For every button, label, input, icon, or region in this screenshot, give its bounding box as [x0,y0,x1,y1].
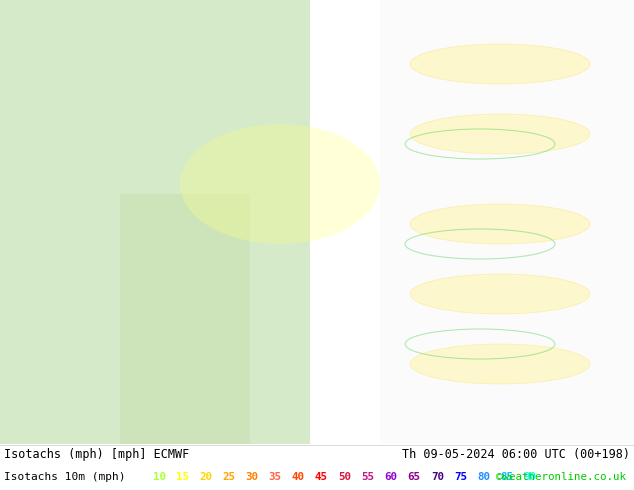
Text: 65: 65 [408,472,420,482]
Text: 40: 40 [292,472,304,482]
Text: 30: 30 [245,472,258,482]
Text: 45: 45 [315,472,328,482]
Text: Isotachs 10m (mph): Isotachs 10m (mph) [4,472,126,482]
Text: 25: 25 [222,472,235,482]
Text: 10: 10 [153,472,165,482]
Text: 80: 80 [477,472,490,482]
Text: 75: 75 [454,472,467,482]
Ellipse shape [410,114,590,154]
Ellipse shape [180,124,380,244]
Ellipse shape [410,44,590,84]
Text: Isotachs (mph) [mph] ECMWF: Isotachs (mph) [mph] ECMWF [4,447,190,461]
Polygon shape [0,0,310,444]
Text: 20: 20 [199,472,212,482]
Bar [120,194,250,444]
Text: Th 09-05-2024 06:00 UTC (00+198): Th 09-05-2024 06:00 UTC (00+198) [402,447,630,461]
Text: 35: 35 [268,472,281,482]
Text: 50: 50 [338,472,351,482]
Text: 70: 70 [430,472,444,482]
Bar [380,0,634,444]
Text: 15: 15 [176,472,189,482]
Ellipse shape [410,344,590,384]
Text: 90: 90 [524,472,536,482]
Text: 85: 85 [500,472,514,482]
Text: ©weatheronline.co.uk: ©weatheronline.co.uk [496,472,626,482]
Ellipse shape [410,274,590,314]
Text: 60: 60 [384,472,398,482]
Text: 55: 55 [361,472,374,482]
Ellipse shape [410,204,590,244]
